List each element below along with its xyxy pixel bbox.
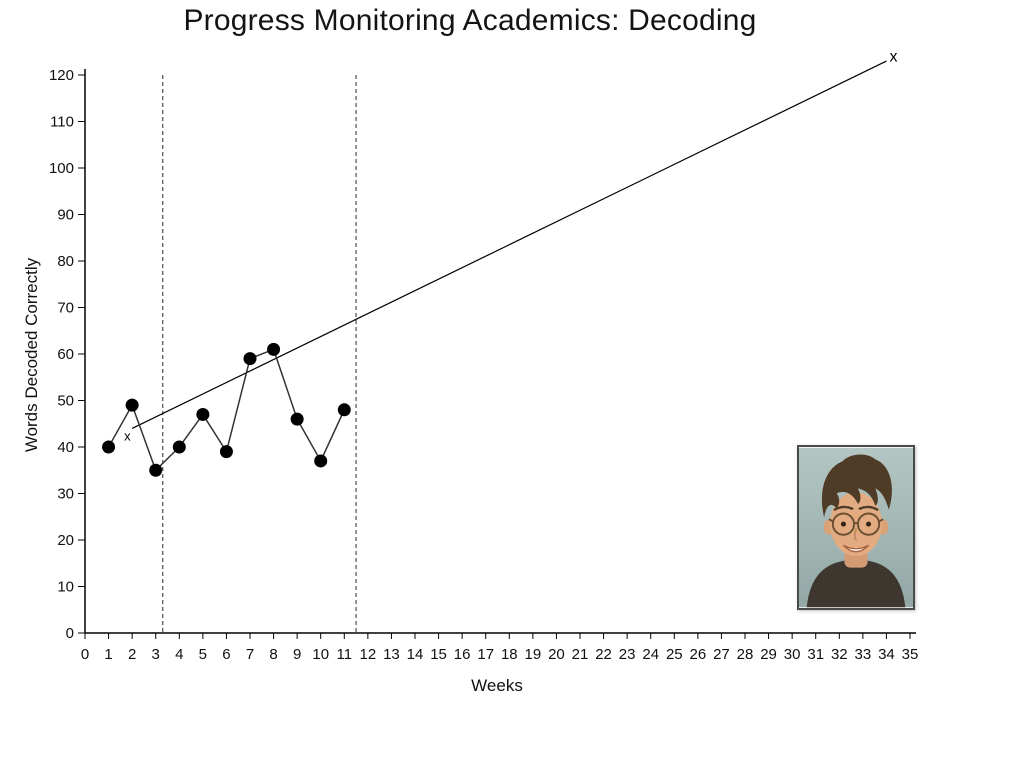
svg-text:32: 32 — [831, 646, 848, 663]
svg-text:120: 120 — [49, 67, 74, 84]
svg-text:35: 35 — [902, 646, 919, 663]
svg-text:50: 50 — [57, 393, 74, 410]
svg-text:4: 4 — [175, 646, 183, 663]
svg-text:70: 70 — [57, 300, 74, 317]
svg-text:3: 3 — [152, 646, 160, 663]
svg-text:18: 18 — [501, 646, 518, 663]
svg-text:10: 10 — [312, 646, 329, 663]
svg-text:30: 30 — [57, 486, 74, 503]
svg-text:34: 34 — [878, 646, 895, 663]
svg-text:x: x — [890, 48, 898, 65]
svg-text:100: 100 — [49, 160, 74, 177]
svg-text:110: 110 — [50, 114, 74, 131]
svg-text:13: 13 — [383, 646, 400, 663]
chart-title: Progress Monitoring Academics: Decoding — [183, 4, 757, 37]
svg-text:x: x — [124, 428, 131, 443]
svg-text:1: 1 — [104, 646, 112, 663]
svg-text:60: 60 — [57, 346, 74, 363]
svg-text:30: 30 — [784, 646, 801, 663]
svg-text:5: 5 — [199, 646, 207, 663]
svg-text:20: 20 — [57, 532, 74, 549]
svg-text:10: 10 — [57, 579, 74, 596]
svg-text:0: 0 — [66, 625, 74, 642]
svg-text:24: 24 — [642, 646, 659, 663]
svg-text:25: 25 — [666, 646, 683, 663]
svg-text:23: 23 — [619, 646, 636, 663]
svg-text:7: 7 — [246, 646, 254, 663]
svg-text:15: 15 — [430, 646, 447, 663]
svg-text:16: 16 — [454, 646, 471, 663]
svg-text:0: 0 — [81, 646, 89, 663]
svg-text:90: 90 — [57, 207, 74, 224]
svg-text:20: 20 — [548, 646, 565, 663]
svg-text:6: 6 — [222, 646, 230, 663]
student-portrait-illustration — [799, 447, 913, 608]
svg-text:80: 80 — [57, 253, 74, 270]
svg-text:29: 29 — [760, 646, 777, 663]
svg-text:26: 26 — [690, 646, 707, 663]
y-axis-label: Words Decoded Correctly — [22, 257, 41, 453]
svg-text:33: 33 — [855, 646, 872, 663]
svg-text:21: 21 — [572, 646, 589, 663]
svg-text:2: 2 — [128, 646, 136, 663]
svg-text:17: 17 — [477, 646, 494, 663]
svg-text:31: 31 — [807, 646, 824, 663]
svg-text:9: 9 — [293, 646, 301, 663]
svg-text:14: 14 — [407, 646, 424, 663]
svg-text:28: 28 — [737, 646, 754, 663]
svg-text:40: 40 — [57, 439, 74, 456]
svg-text:27: 27 — [713, 646, 730, 663]
svg-text:11: 11 — [336, 646, 352, 663]
svg-text:12: 12 — [360, 646, 377, 663]
svg-text:8: 8 — [269, 646, 277, 663]
student-photo — [797, 445, 915, 610]
svg-text:22: 22 — [595, 646, 612, 663]
svg-text:19: 19 — [525, 646, 542, 663]
x-axis-label: Weeks — [471, 676, 523, 695]
